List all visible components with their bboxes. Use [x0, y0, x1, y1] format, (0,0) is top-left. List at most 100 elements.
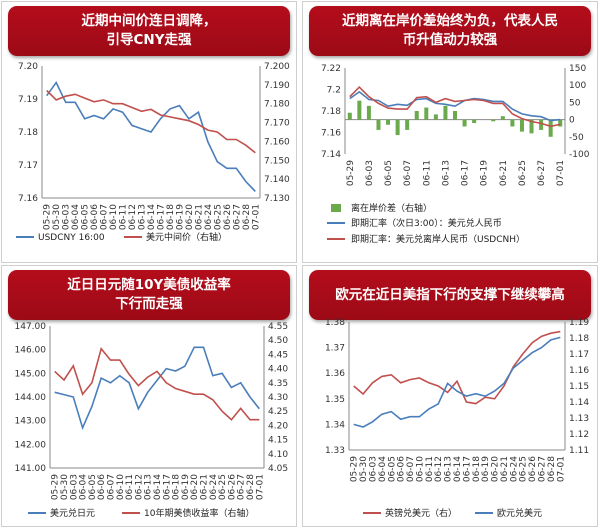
x-tick-label: 06-21 [500, 456, 510, 482]
right-tick-label: 1.14 [569, 398, 589, 408]
left-tick-label: 1.37 [325, 344, 345, 354]
x-tick-label: 06-13 [144, 474, 154, 500]
x-tick-label: 06-05 [387, 456, 397, 482]
right-tick-label: 1.19 [569, 318, 589, 328]
chart-1: 7.20 7.19 7.18 7.17 7.16 7.200 7.190 7.180 7.170… [16, 62, 290, 243]
right-tick-label: 4.50 [268, 336, 288, 346]
x-tick-label: 06-12 [434, 456, 444, 482]
left-tick-label: 7.2 [327, 86, 341, 96]
panel-2: 近期离在岸价差始终为负，代表人民 币升值动力较强 7.22 7.2 7.18 7.16 7… [302, 1, 598, 263]
right-tick-label: -100 [569, 150, 590, 160]
x-tick-label: 06-24 [509, 456, 519, 482]
panel-2-title: 近期离在岸价差始终为负，代表人民 币升值动力较强 [309, 6, 591, 56]
x-tick-label: 06-24 [204, 204, 214, 230]
right-tick-label: 7.150 [264, 156, 290, 166]
x-tick-label: 06-03 [62, 204, 72, 230]
right-tick-label: 0 [569, 116, 575, 126]
left-tick-label: 1.35 [325, 395, 345, 405]
x-tick-label: 06-21 [200, 474, 210, 500]
left-tick-label: 142.00 [15, 440, 47, 450]
x-tick-label: 06-05 [88, 474, 98, 500]
x-tick-label: 05-30 [359, 456, 369, 482]
x-tick-label: 06-19 [175, 204, 185, 230]
left-tick-label: 7.20 [18, 62, 38, 72]
x-tick-label: 06-24 [209, 474, 219, 500]
bar [424, 107, 429, 120]
right-tick-label: 4.30 [268, 393, 288, 403]
x-tick-label: 06-04 [378, 456, 388, 482]
x-tick-label: 07-01 [255, 474, 265, 500]
legend-label: 即期汇率：美元兑离岸人民币（USDCNH） [351, 233, 525, 245]
series-line [54, 346, 260, 421]
bar [443, 105, 448, 120]
left-tick-label: 146.00 [15, 346, 47, 356]
x-tick-label: 06-07 [100, 204, 110, 230]
series-line [353, 330, 561, 405]
left-tick-label: 7.17 [18, 161, 38, 171]
x-tick-label: 06-27 [538, 456, 548, 482]
right-tick-label: 1.18 [569, 334, 589, 344]
x-tick-label: 06-07 [406, 456, 416, 482]
panel-4-title-line-1: 欧元在近日美指下行的支撑下继续攀高 [335, 286, 565, 303]
series-line [46, 89, 256, 154]
panel-2-title-line-1: 近期离在岸价差始终为负，代表人民 [342, 13, 558, 29]
left-tick-label: 143.00 [15, 417, 47, 427]
right-tick-label: 4.15 [268, 436, 288, 446]
right-tick-label: 7.180 [264, 100, 290, 110]
legend-label: 英镑兑美元（右） [385, 507, 457, 519]
bar [539, 119, 544, 130]
right-tick-label: 1.13 [569, 414, 589, 424]
x-tick-label: 06-04 [79, 474, 89, 500]
x-tick-label: 06-14 [153, 474, 163, 500]
panel-4: 欧元在近日美指下行的支撑下继续攀高 1.38 1.37 1.36 1.35 1.34 1.… [302, 265, 598, 527]
left-tick-label: 1.38 [325, 318, 345, 328]
x-tick-label: 07-01 [556, 456, 566, 482]
series-line [353, 336, 561, 428]
x-tick-label: 06-11 [119, 204, 129, 230]
x-tick-label: 06-28 [547, 456, 557, 482]
x-tick-label: 06-28 [246, 474, 256, 500]
x-tick-label: 06-11 [422, 160, 432, 186]
x-tick-label: 06-03 [69, 474, 79, 500]
x-tick-label: 06-06 [97, 474, 107, 500]
right-tick-label: 7.160 [264, 137, 290, 147]
bar [510, 119, 515, 127]
left-tick-label: 144.00 [15, 393, 47, 403]
x-tick-label: 06-25 [518, 160, 528, 186]
bar [386, 119, 391, 125]
right-tick-label: 1.17 [569, 350, 589, 360]
chart-4: 1.38 1.37 1.36 1.35 1.34 1.33 1.19 1.18 1.17 1.16… [325, 318, 589, 519]
x-tick-label: 06-25 [218, 474, 228, 500]
x-tick-label: 06-17 [162, 474, 172, 500]
left-tick-label: 1.36 [325, 369, 345, 379]
x-tick-label: 05-30 [60, 474, 70, 500]
x-tick-label: 06-14 [147, 204, 157, 230]
right-tick-label: 150 [569, 64, 586, 74]
bar [462, 119, 467, 127]
right-tick-label: 1.12 [569, 430, 589, 440]
x-tick-label: 06-05 [384, 160, 394, 186]
left-tick-label: 7.14 [321, 150, 341, 160]
bar [414, 111, 419, 120]
x-tick-label: 06-11 [125, 474, 135, 500]
right-tick-label: 7.130 [264, 194, 290, 204]
x-tick-label: 06-04 [71, 204, 81, 230]
panel-1-title-line-2: 引导CNY走强 [106, 32, 192, 48]
bar [366, 105, 371, 120]
legend-swatch [331, 204, 341, 212]
x-tick-label: 06-18 [472, 456, 482, 482]
x-tick-label: 05-29 [51, 474, 61, 500]
left-tick-label: 7.16 [321, 129, 341, 139]
x-tick-label: 06-19 [481, 456, 491, 482]
legend-label: 美元中间价（右轴） [146, 231, 227, 243]
x-tick-label: 05-30 [52, 204, 62, 230]
bar [472, 119, 477, 124]
right-tick-label: 7.140 [264, 175, 290, 185]
x-tick-label: 05-29 [346, 160, 356, 186]
x-tick-label: 07-01 [251, 204, 261, 230]
right-tick-label: 4.05 [268, 464, 288, 474]
x-tick-label: 06-10 [415, 456, 425, 482]
right-tick-label: 4.10 [268, 450, 288, 460]
right-tick-label: 7.190 [264, 81, 290, 91]
panel-3-title-line-2: 下行而走强 [115, 296, 183, 312]
